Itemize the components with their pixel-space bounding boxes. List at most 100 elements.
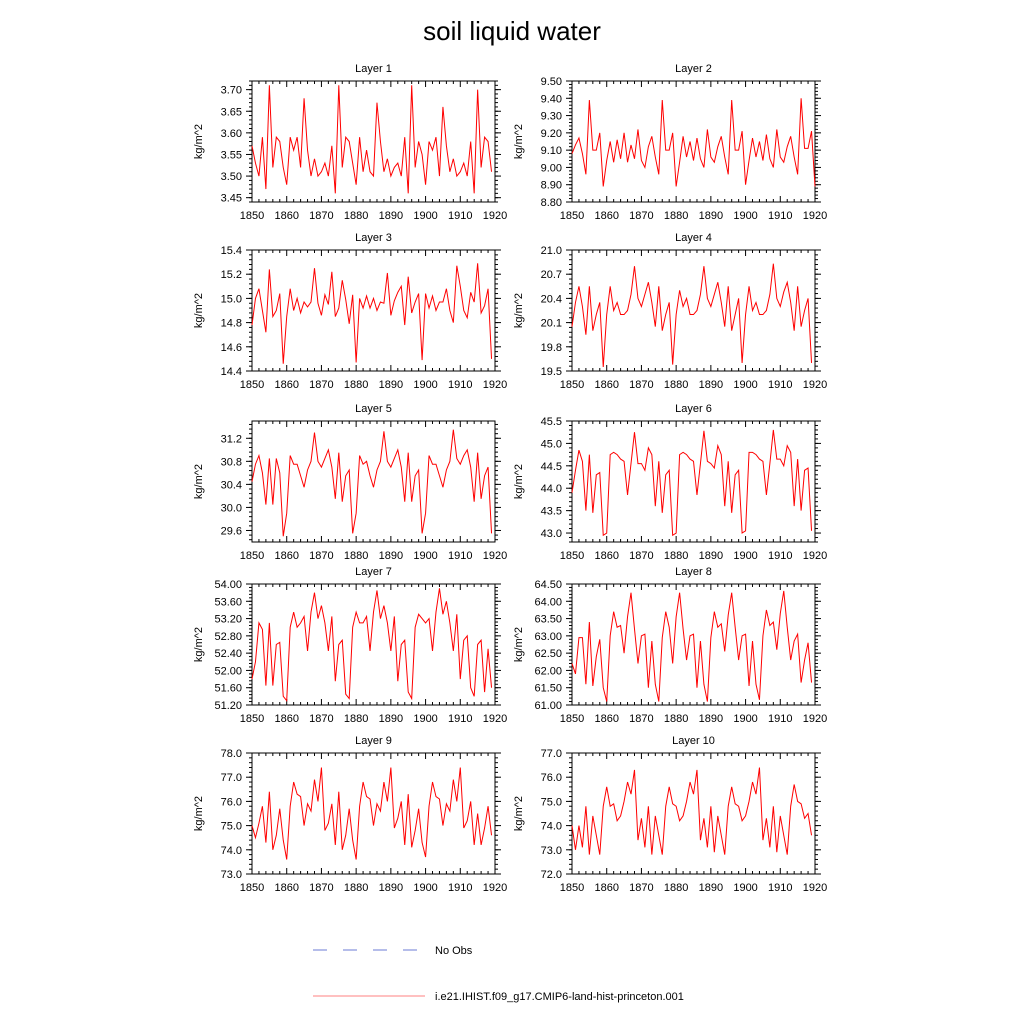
- plot-frame: [571, 249, 816, 372]
- x-tick-label: 1920: [483, 550, 507, 562]
- x-tick-label: 1880: [344, 379, 368, 391]
- x-tick-label: 1900: [413, 713, 437, 725]
- panel-title: Layer 3: [355, 232, 392, 244]
- chart-panel: Layer 2 1850 1860 1870 1880 1890 1900 1910 1920 8…: [513, 63, 827, 222]
- y-tick-label: 3.70: [221, 85, 242, 97]
- x-tick-label: 1850: [560, 882, 584, 894]
- y-tick-label: 29.6: [221, 525, 242, 537]
- x-tick-label: 1880: [344, 713, 368, 725]
- series-line: [571, 98, 816, 187]
- legend: No Obs i.e21.IHIST.f09_g17.CMIP6-land-hi…: [313, 945, 684, 1003]
- x-tick-label: 1920: [803, 379, 827, 391]
- x-tick-label: 1870: [309, 550, 333, 562]
- x-tick-label: 1900: [733, 210, 757, 222]
- y-tick-label: 52.40: [214, 648, 242, 660]
- x-tick-label: 1920: [803, 210, 827, 222]
- x-tick-label: 1910: [448, 210, 472, 222]
- x-tick-label: 1900: [733, 550, 757, 562]
- y-tick-label: 9.30: [541, 111, 562, 123]
- chart-panel: Layer 5 1850 1860 1870 1880 1890 1900 1910 1920 2…: [193, 403, 507, 562]
- y-tick-label: 61.50: [534, 683, 562, 695]
- x-tick-label: 1920: [803, 882, 827, 894]
- series-line: [251, 588, 493, 703]
- y-axis-label: kg/m^2: [193, 796, 205, 831]
- y-tick-label: 53.60: [214, 596, 242, 608]
- legend-no-obs-label: No Obs: [435, 945, 473, 957]
- y-tick-label: 14.6: [221, 342, 242, 354]
- panel-title: Layer 2: [675, 63, 712, 75]
- x-tick-label: 1910: [768, 379, 792, 391]
- x-tick-label: 1850: [240, 713, 264, 725]
- y-axis-label: kg/m^2: [193, 293, 205, 328]
- y-tick-label: 63.50: [534, 614, 562, 626]
- y-axis-label: kg/m^2: [513, 796, 525, 831]
- x-tick-label: 1880: [344, 550, 368, 562]
- y-tick-label: 72.0: [541, 869, 562, 881]
- y-axis-label: kg/m^2: [193, 124, 205, 159]
- y-tick-label: 14.4: [221, 366, 242, 378]
- x-tick-label: 1860: [594, 379, 618, 391]
- y-tick-label: 30.0: [221, 502, 242, 514]
- series-line: [251, 429, 493, 537]
- y-tick-label: 3.55: [221, 149, 242, 161]
- x-tick-label: 1890: [699, 550, 723, 562]
- plot-frame: [251, 583, 496, 706]
- y-tick-label: 45.0: [541, 438, 562, 450]
- x-tick-label: 1920: [483, 882, 507, 894]
- y-tick-label: 30.4: [221, 479, 242, 491]
- chart-panel: Layer 8 1850 1860 1870 1880 1890 1900 1910 1920 6…: [513, 566, 827, 725]
- y-tick-label: 3.65: [221, 106, 242, 118]
- panel-title: Layer 9: [355, 735, 392, 747]
- y-tick-label: 8.90: [541, 180, 562, 192]
- y-tick-label: 9.40: [541, 93, 562, 105]
- y-tick-label: 77.0: [221, 772, 242, 784]
- panel-title: Layer 10: [672, 735, 715, 747]
- y-tick-label: 53.20: [214, 614, 242, 626]
- y-tick-label: 9.00: [541, 162, 562, 174]
- series-line: [251, 263, 493, 364]
- y-tick-label: 76.0: [541, 772, 562, 784]
- y-tick-label: 76.0: [221, 796, 242, 808]
- x-tick-label: 1860: [274, 550, 298, 562]
- y-tick-label: 43.0: [541, 528, 562, 540]
- y-tick-label: 15.0: [221, 293, 242, 305]
- panel-title: Layer 1: [355, 63, 392, 75]
- y-tick-label: 51.20: [214, 700, 242, 712]
- plot-frame: [251, 80, 496, 203]
- y-tick-label: 63.00: [534, 631, 562, 643]
- panel-title: Layer 8: [675, 566, 712, 578]
- x-tick-label: 1870: [629, 210, 653, 222]
- plot-frame: [251, 752, 496, 875]
- x-tick-label: 1860: [594, 882, 618, 894]
- x-tick-label: 1910: [768, 210, 792, 222]
- x-tick-label: 1910: [768, 882, 792, 894]
- x-tick-label: 1880: [664, 210, 688, 222]
- y-tick-label: 15.4: [221, 245, 242, 257]
- x-tick-label: 1850: [560, 210, 584, 222]
- x-tick-label: 1850: [240, 379, 264, 391]
- x-tick-label: 1880: [344, 882, 368, 894]
- series-line: [571, 767, 813, 855]
- x-tick-label: 1860: [274, 882, 298, 894]
- x-tick-label: 1900: [733, 379, 757, 391]
- y-tick-label: 78.0: [221, 748, 242, 760]
- x-tick-label: 1850: [240, 210, 264, 222]
- y-axis-label: kg/m^2: [513, 124, 525, 159]
- chart-panel: Layer 1 1850 1860 1870 1880 1890 1900 1910 1920 3…: [193, 63, 507, 222]
- y-tick-label: 44.0: [541, 483, 562, 495]
- series-line: [571, 429, 813, 537]
- chart-panel: Layer 9 1850 1860 1870 1880 1890 1900 1910 1920 7…: [193, 735, 507, 894]
- y-tick-label: 74.0: [541, 821, 562, 833]
- chart-panel: Layer 3 1850 1860 1870 1880 1890 1900 1910 1920 1…: [193, 232, 507, 391]
- x-tick-label: 1920: [803, 713, 827, 725]
- x-tick-label: 1890: [699, 713, 723, 725]
- x-tick-label: 1870: [309, 210, 333, 222]
- y-tick-label: 61.00: [534, 700, 562, 712]
- plot-frame: [571, 752, 816, 875]
- x-tick-label: 1910: [448, 379, 472, 391]
- y-tick-label: 3.45: [221, 193, 242, 205]
- legend-model-label: i.e21.IHIST.f09_g17.CMIP6-land-hist-prin…: [435, 991, 684, 1003]
- y-tick-label: 31.2: [221, 433, 242, 445]
- y-axis-label: kg/m^2: [193, 464, 205, 499]
